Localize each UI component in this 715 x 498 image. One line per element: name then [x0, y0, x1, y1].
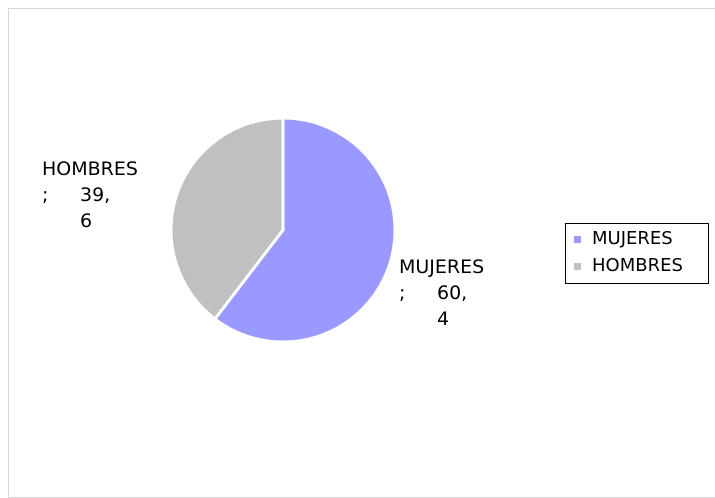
legend-label: HOMBRES — [592, 255, 683, 276]
legend: MUJERES HOMBRES — [565, 223, 709, 284]
data-label-value: 60,4 — [437, 282, 468, 330]
data-label: HOMBRES; 39,6 — [42, 156, 138, 234]
data-label-row: ; 39,6 — [42, 182, 138, 234]
chart — [169, 116, 397, 344]
legend-label: MUJERES — [592, 228, 673, 249]
pie-slice — [169, 116, 285, 322]
data-label: MUJERES; 60,4 — [399, 254, 484, 332]
data-label-separator: ; — [399, 282, 406, 304]
legend-swatch — [574, 263, 581, 270]
legend-item: HOMBRES — [574, 254, 687, 278]
data-label-name: HOMBRES — [42, 158, 138, 180]
data-label-name: MUJERES — [399, 256, 485, 278]
pie-slice — [212, 116, 397, 344]
data-label-row: ; 60,4 — [399, 280, 484, 332]
data-label-value: 39,6 — [80, 184, 111, 232]
legend-item: MUJERES — [574, 227, 687, 251]
legend-swatch — [574, 236, 581, 243]
data-label-separator: ; — [42, 184, 49, 206]
